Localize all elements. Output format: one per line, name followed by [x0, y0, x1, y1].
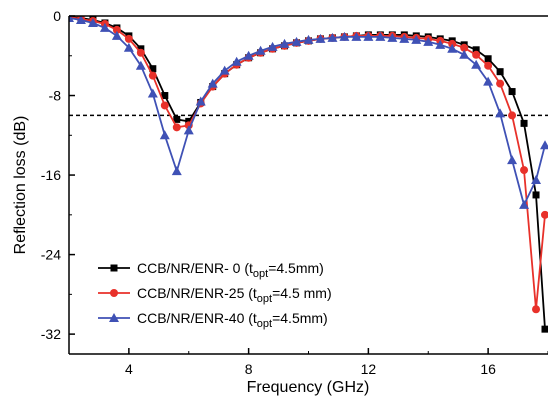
y-tick-label: -24 — [41, 247, 61, 263]
legend-entry: CCB/NR/ENR-25 (topt=4.5 mm) — [137, 285, 332, 305]
data-point — [149, 65, 157, 73]
data-point — [472, 50, 481, 59]
data-point — [243, 50, 254, 60]
data-point — [291, 36, 302, 46]
data-point — [508, 111, 517, 120]
data-point — [183, 125, 194, 135]
y-tick-label: -32 — [41, 326, 61, 342]
data-point — [267, 41, 278, 51]
data-point — [483, 76, 494, 86]
legend-entry: CCB/NR/ENR-40 (topt=4.5mm) — [137, 310, 328, 330]
legend: CCB/NR/ENR- 0 (topt=4.5mm) CCB/NR/ENR-25 … — [98, 260, 332, 330]
x-tick-label: 12 — [361, 361, 377, 377]
data-point — [541, 325, 548, 333]
data-point — [363, 31, 374, 41]
data-point — [207, 78, 218, 88]
data-point — [171, 166, 182, 176]
y-tick-label: -16 — [41, 167, 61, 183]
legend-marker — [109, 313, 119, 322]
legend-marker — [110, 264, 118, 272]
data-point — [520, 119, 528, 127]
data-point — [87, 17, 98, 27]
data-point — [159, 130, 170, 140]
data-point — [519, 199, 530, 209]
data-point — [339, 31, 350, 41]
data-point — [375, 31, 386, 41]
data-point — [447, 43, 458, 53]
data-point — [148, 71, 157, 80]
data-point — [124, 34, 133, 43]
data-point — [75, 16, 86, 24]
data-point — [99, 22, 110, 32]
data-point — [69, 16, 74, 22]
data-point — [160, 101, 169, 110]
legend-entry: CCB/NR/ENR- 0 (topt=4.5mm) — [137, 260, 324, 280]
y-tick-label: 0 — [53, 8, 61, 24]
data-point — [351, 31, 362, 41]
data-point — [532, 191, 540, 199]
series-triangle — [69, 16, 548, 209]
data-point — [435, 39, 446, 49]
data-point — [173, 115, 181, 123]
data-point — [520, 166, 529, 175]
x-axis-title: Frequency (GHz) — [247, 379, 370, 396]
x-tick-label: 8 — [245, 361, 253, 377]
y-tick-label: -8 — [49, 88, 62, 104]
data-point — [112, 25, 121, 34]
data-point — [399, 33, 410, 43]
y-axis-title: Reflection loss (dB) — [12, 116, 29, 255]
data-point — [327, 32, 338, 42]
data-point — [484, 55, 492, 63]
data-point — [496, 68, 504, 76]
data-point — [507, 155, 518, 165]
data-point — [219, 65, 230, 75]
data-point — [540, 140, 548, 150]
data-point — [231, 56, 242, 66]
data-point — [161, 92, 169, 100]
data-point — [136, 48, 145, 57]
data-point — [172, 123, 181, 132]
data-point — [123, 42, 134, 52]
data-point — [495, 108, 506, 118]
data-point — [279, 38, 290, 48]
x-tick-label: 4 — [125, 361, 133, 377]
data-point — [532, 305, 541, 314]
data-point — [135, 60, 146, 70]
data-point — [255, 45, 266, 55]
data-point — [423, 36, 434, 46]
data-point — [531, 175, 542, 185]
x-tick-label: 16 — [480, 361, 496, 377]
data-point — [315, 33, 326, 43]
data-point — [484, 61, 493, 70]
data-point — [387, 32, 398, 42]
data-point — [111, 30, 122, 40]
data-point — [303, 34, 314, 44]
data-point — [496, 79, 505, 88]
data-point — [472, 46, 480, 54]
data-point — [471, 59, 482, 69]
data-point — [541, 210, 548, 219]
data-point — [508, 88, 516, 96]
legend-marker — [110, 289, 118, 297]
data-point — [411, 34, 422, 44]
data-point — [460, 43, 469, 52]
data-point — [147, 88, 158, 98]
data-point — [459, 49, 470, 59]
data-point — [195, 96, 206, 106]
